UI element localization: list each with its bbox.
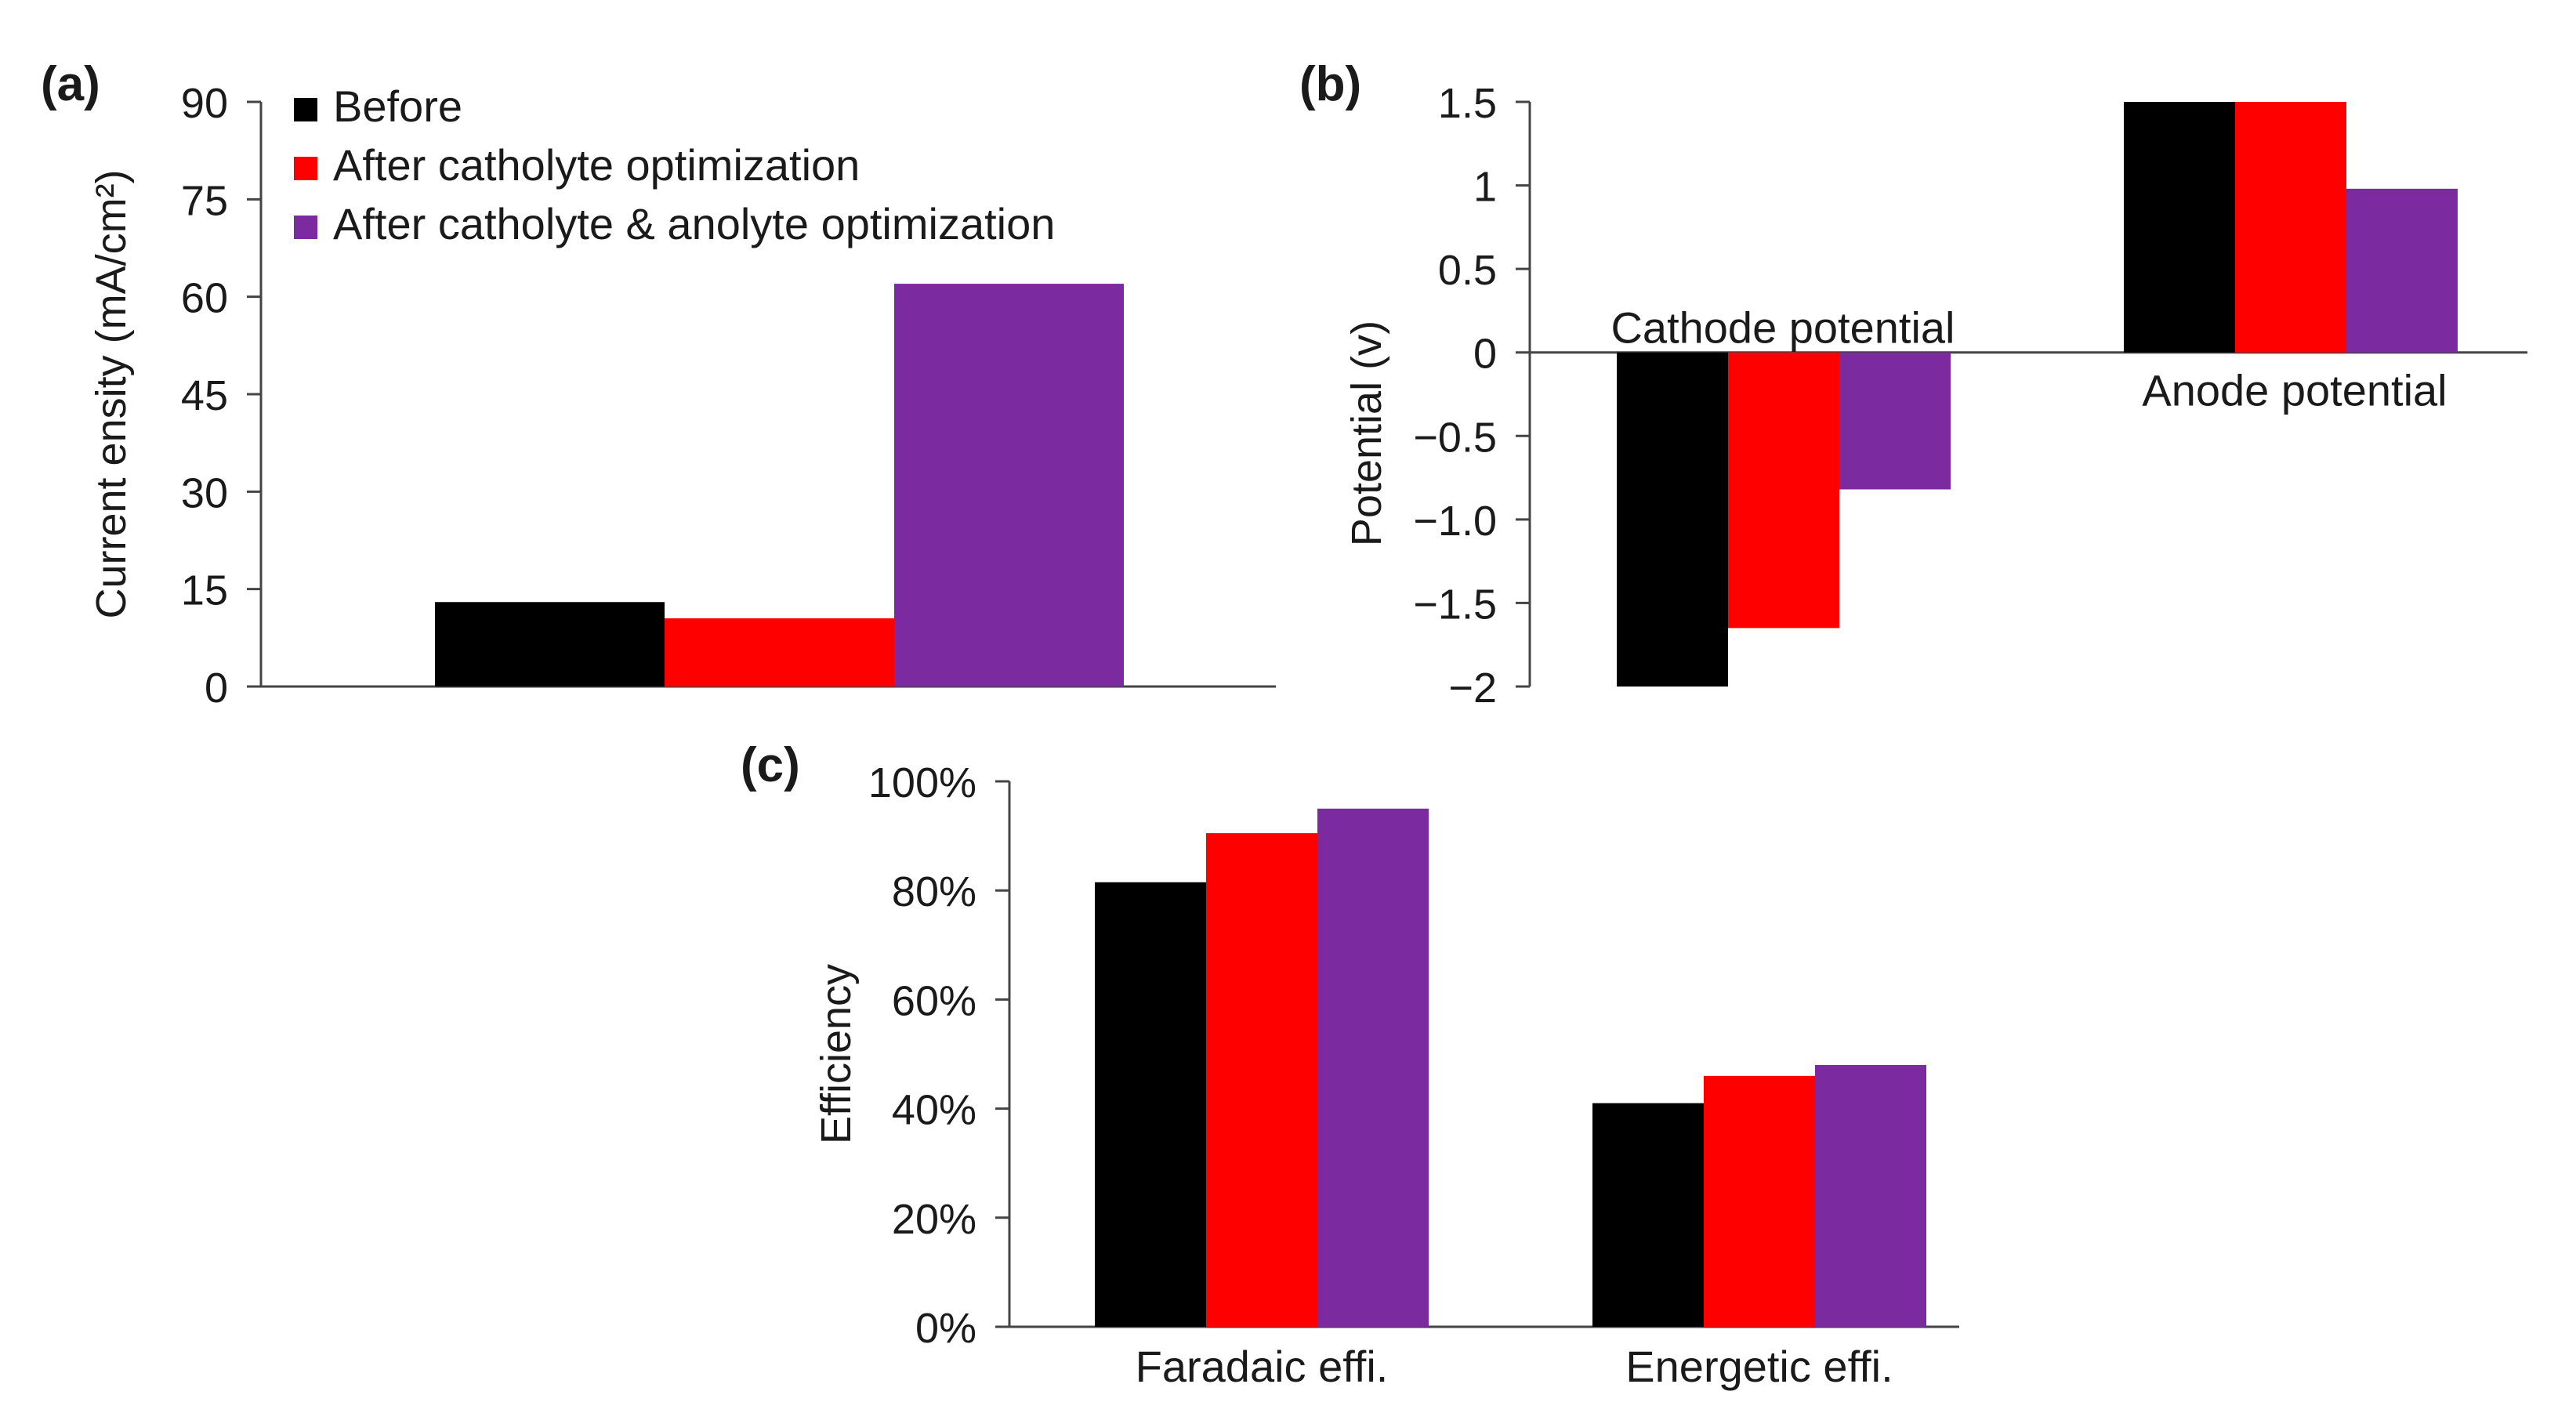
y-tick-label: −1.5 [1413, 581, 1497, 628]
y-tick-label: 20% [892, 1196, 976, 1243]
y-tick-label: 100% [868, 759, 976, 806]
bar [1206, 833, 1317, 1327]
bar [2235, 102, 2346, 353]
bar [1704, 1075, 1815, 1327]
bar [1815, 1064, 1926, 1327]
bar [1728, 352, 1839, 629]
legend-swatch [294, 216, 317, 239]
y-tick-label: 90 [181, 80, 228, 127]
y-tick-label: 0% [915, 1305, 976, 1352]
bar [894, 284, 1124, 687]
y-tick-label: 60 [181, 275, 228, 322]
bar [665, 618, 894, 687]
legend-entry: After catholyte optimization [333, 140, 860, 190]
y-tick-label: 1.5 [1438, 80, 1497, 127]
bar [1617, 352, 1728, 687]
bar [435, 602, 665, 687]
panel-a-chart: (a) 0 15 30 45 60 75 90 Current ensity (mA/cm²) B… [41, 57, 1276, 712]
bar [1317, 808, 1429, 1327]
y-tick-label: −0.5 [1413, 414, 1497, 461]
legend-entry: Before [333, 82, 462, 131]
legend-swatch [294, 157, 317, 180]
bar [2124, 102, 2235, 353]
panel-label-c: (c) [741, 738, 800, 792]
panel-b-chart: (b) −2 −1.5 −1.0 −0.5 0 0.5 1 1.5 Potential (v) Ca… [1299, 57, 2527, 712]
panel-label-a: (a) [41, 57, 100, 111]
y-axis-label: Efficiency [813, 964, 860, 1144]
y-tick-label: 75 [181, 177, 228, 224]
x-tick-label: Energetic effi. [1625, 1342, 1893, 1391]
bar [2346, 188, 2458, 353]
y-axis-label: Current ensity (mA/cm²) [88, 169, 135, 618]
y-axis-label: Potential (v) [1343, 321, 1390, 546]
legend-swatch [294, 98, 317, 121]
y-tick-label: 0 [1473, 331, 1497, 378]
y-tick-label: 0.5 [1438, 247, 1497, 294]
category-label: Anode potential [2142, 366, 2447, 415]
panel-label-b: (b) [1299, 57, 1361, 111]
y-tick-label: 0 [205, 665, 228, 712]
y-tick-label: 1 [1473, 164, 1497, 211]
y-tick-label: 80% [892, 868, 976, 915]
y-tick-label: 30 [181, 469, 228, 516]
panel-c-chart: (c) 0% 20% 40% 60% 80% 100% Efficiency Faradaic … [741, 738, 1959, 1391]
bar [1592, 1103, 1704, 1327]
y-tick-label: 45 [181, 372, 228, 419]
y-tick-label: −1.0 [1413, 498, 1497, 545]
legend-entry: After catholyte & anolyte optimization [333, 199, 1055, 248]
x-tick-label: Faradaic effi. [1136, 1342, 1389, 1391]
y-tick-label: 15 [181, 567, 228, 614]
y-tick-label: −2 [1448, 665, 1497, 712]
bar [1839, 352, 1951, 490]
y-tick-label: 60% [892, 977, 976, 1024]
bar [1095, 882, 1206, 1327]
category-label: Cathode potential [1610, 303, 1955, 353]
y-tick-label: 40% [892, 1087, 976, 1134]
legend: Before After catholyte optimization After … [294, 82, 1055, 248]
